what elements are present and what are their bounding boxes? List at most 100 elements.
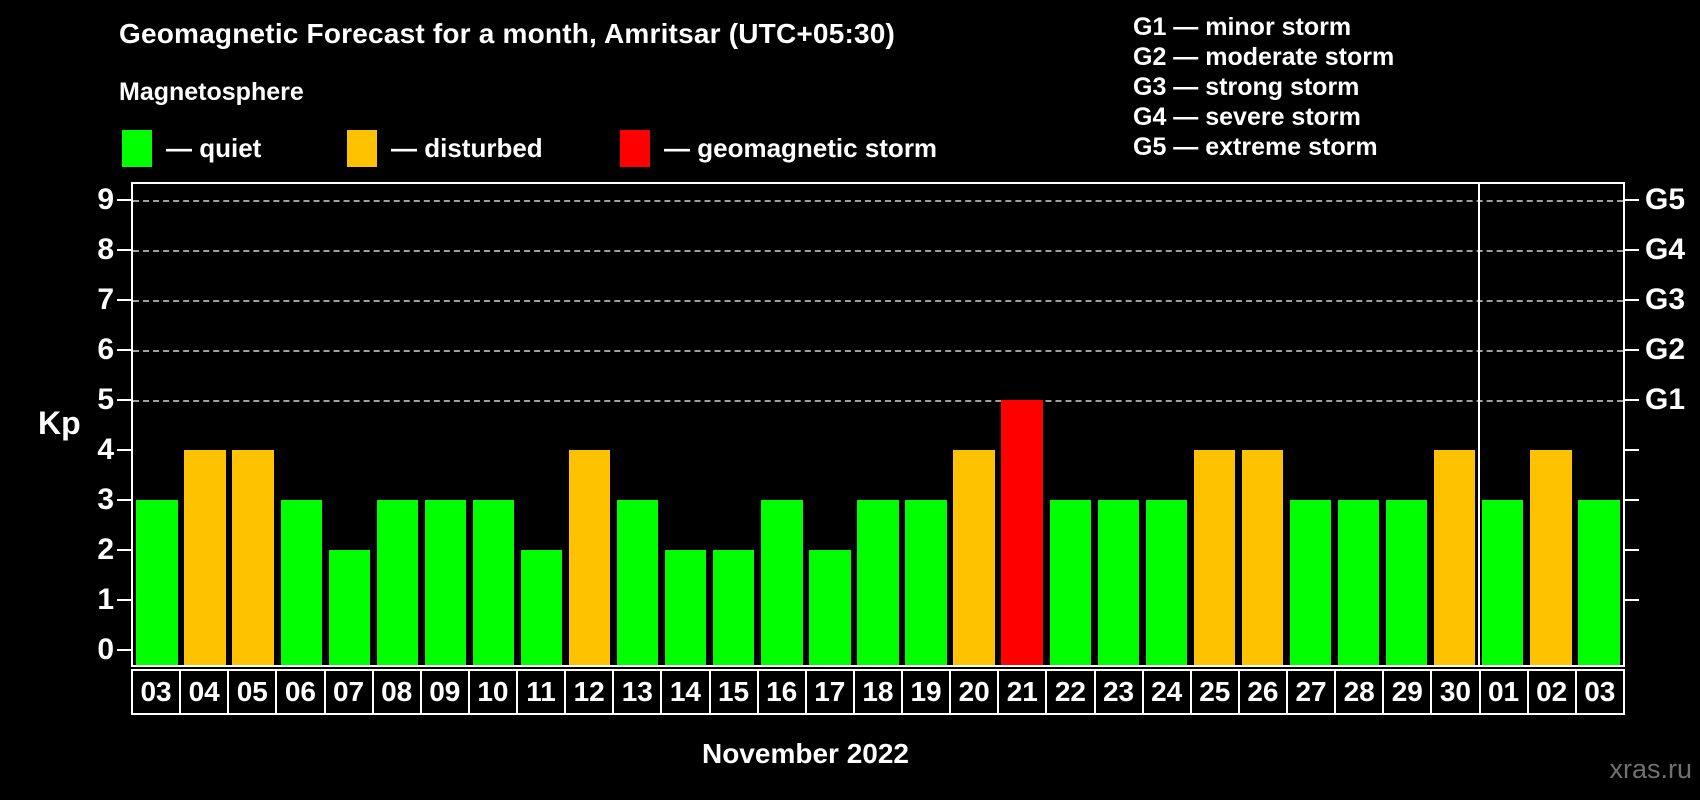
- x-axis-month-label: November 2022: [701, 738, 909, 769]
- kp-bar-day-18: [857, 500, 899, 665]
- y-tick-label-8: 8: [97, 233, 114, 266]
- day-label-nov-18: 18: [855, 671, 903, 713]
- kp-bar-day-16: [761, 500, 803, 665]
- kp-bar-day-30: [1434, 450, 1476, 665]
- y-tick-label-9: 9: [97, 183, 114, 216]
- bar-slot: [1142, 184, 1190, 665]
- bar-slot: [950, 184, 998, 665]
- bar-slot: [614, 184, 662, 665]
- g-axis-label-g4: G4: [1645, 233, 1686, 266]
- gridlines-layer: [133, 184, 1623, 665]
- day-label-dec-01: 01: [1481, 671, 1529, 713]
- legend-item-quiet: — quiet: [122, 130, 261, 167]
- y-tick-mark-5: [117, 399, 131, 401]
- y-tick-label-4: 4: [97, 433, 114, 466]
- y-tick-label-1: 1: [97, 583, 114, 616]
- right-tick-mark-3: [1625, 499, 1639, 501]
- day-label-nov-25: 25: [1192, 671, 1240, 713]
- y-tick-mark-0: [117, 649, 131, 651]
- kp-bar-day-04: [184, 450, 226, 665]
- kp-bar-day-13: [616, 500, 659, 665]
- bar-slot: [902, 184, 950, 665]
- gridline-kp-6: [133, 350, 1623, 352]
- bar-slot: [758, 184, 806, 665]
- bar-slot: [806, 184, 854, 665]
- right-tick-mark-8: [1625, 249, 1639, 251]
- y-tick-label-7: 7: [97, 283, 114, 316]
- day-label-nov-15: 15: [711, 671, 759, 713]
- day-label-nov-21: 21: [999, 671, 1048, 713]
- kp-bar-day-23: [1097, 500, 1139, 665]
- kp-bar-day-06: [280, 500, 322, 665]
- bar-slot: [421, 184, 469, 665]
- bar-slot: [1383, 184, 1431, 665]
- day-label-nov-06: 06: [277, 671, 326, 713]
- day-label-nov-23: 23: [1096, 671, 1144, 713]
- bar-slot: [469, 184, 517, 665]
- kp-bar-day-19: [905, 500, 947, 665]
- day-label-nov-20: 20: [951, 671, 1000, 713]
- kp-bar-day-28: [1337, 500, 1380, 665]
- gridline-kp-9: [133, 200, 1623, 202]
- kp-status-legend: — quiet — disturbed — geomagnetic storm: [0, 130, 1100, 170]
- right-tick-mark-9: [1625, 199, 1639, 201]
- day-label-nov-28: 28: [1336, 671, 1385, 713]
- watermark: xras.ru: [1609, 754, 1692, 784]
- y-tick-mark-8: [117, 249, 131, 251]
- bar-slot: [1431, 184, 1479, 665]
- storm-scale-legend-line-g4: G4 — severe storm: [1133, 103, 1361, 131]
- day-label-nov-12: 12: [566, 671, 615, 713]
- right-tick-mark-1: [1625, 599, 1639, 601]
- bar-slot: [181, 184, 229, 665]
- day-label-nov-08: 08: [374, 671, 422, 713]
- bar-slot: [325, 184, 373, 665]
- bar-slot: [133, 184, 181, 665]
- bar-slot: [1094, 184, 1142, 665]
- kp-bar-day-03: [1578, 500, 1620, 665]
- kp-bar-day-22: [1049, 500, 1091, 665]
- kp-bar-day-07: [328, 550, 370, 665]
- gridline-kp-7: [133, 300, 1623, 302]
- bar-slot: [854, 184, 902, 665]
- disturbed-color-swatch: [347, 130, 377, 167]
- kp-bar-day-20: [953, 450, 995, 665]
- day-label-nov-17: 17: [807, 671, 855, 713]
- bar-slot: [998, 184, 1046, 665]
- legend-label-storm: — geomagnetic storm: [664, 133, 938, 163]
- kp-bar-day-05: [232, 450, 274, 665]
- page-title: Geomagnetic Forecast for a month, Amrits…: [119, 18, 896, 49]
- day-label-nov-05: 05: [229, 671, 278, 713]
- storm-scale-legend-line-g3: G3 — strong storm: [1133, 73, 1360, 101]
- bar-slot: [566, 184, 614, 665]
- day-label-nov-03: 03: [133, 671, 182, 713]
- right-tick-mark-7: [1625, 299, 1639, 301]
- day-label-dec-03: 03: [1584, 676, 1616, 707]
- storm-scale-legend: G1 — minor storm G2 — moderate storm G3 — …: [1133, 12, 1394, 162]
- kp-bar-day-08: [376, 500, 418, 665]
- kp-bar-day-14: [665, 550, 707, 665]
- y-tick-mark-6: [117, 349, 131, 351]
- bar-slot: [1287, 184, 1335, 665]
- bar-slot: [518, 184, 566, 665]
- kp-bar-day-11: [520, 550, 563, 665]
- day-label-nov-09: 09: [422, 671, 470, 713]
- y-tick-mark-4: [117, 449, 131, 451]
- kp-bar-day-03: [136, 500, 178, 665]
- bars-layer: [133, 184, 1623, 665]
- g-axis-label-g2: G2: [1645, 333, 1686, 366]
- day-label-nov-10: 10: [470, 671, 518, 713]
- bar-slot: [277, 184, 325, 665]
- kp-bar-day-09: [424, 500, 467, 665]
- day-label-nov-27: 27: [1288, 671, 1337, 713]
- g-axis-label-g3: G3: [1645, 283, 1686, 316]
- x-axis-day-labels: 03 04 05 06 07 08 09 10 11 12 13 14 15 16 17 18 19 20 21 22…: [131, 669, 1625, 715]
- y-axis-title: Kp: [38, 405, 81, 441]
- kp-bar-day-21: [1001, 400, 1043, 665]
- day-label-nov-16: 16: [759, 671, 807, 713]
- day-label-nov-07: 07: [326, 671, 374, 713]
- y-tick-mark-1: [117, 599, 131, 601]
- bar-slot: [1190, 184, 1238, 665]
- kp-bar-day-12: [568, 450, 611, 665]
- y-tick-mark-2: [117, 549, 131, 551]
